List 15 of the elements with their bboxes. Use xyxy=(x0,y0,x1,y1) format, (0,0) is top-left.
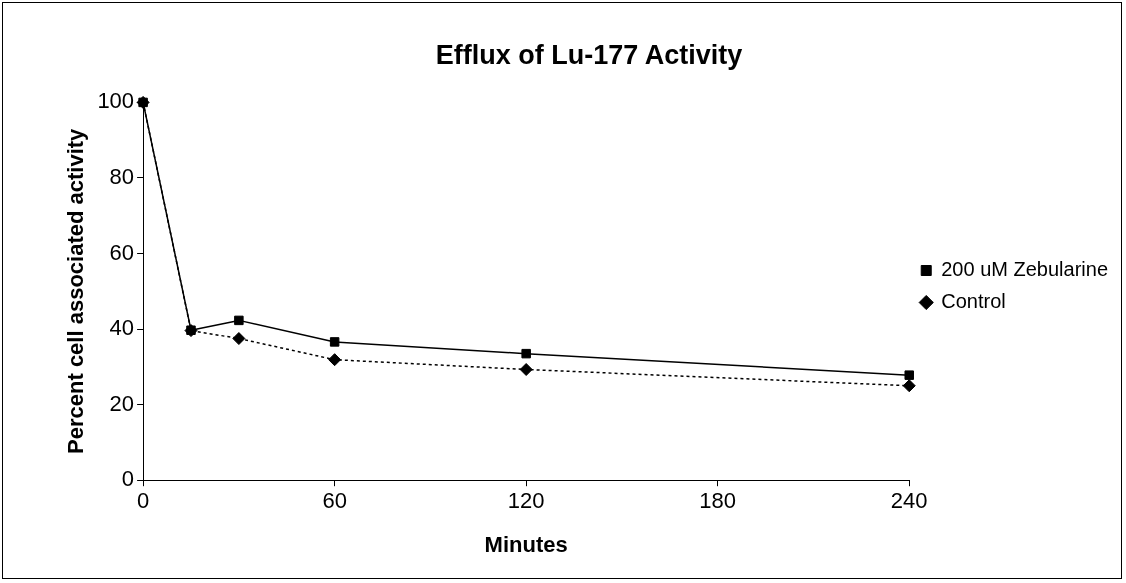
x-tick-label: 120 xyxy=(507,488,545,514)
legend-label: Control xyxy=(941,290,1006,313)
y-tick-label: 0 xyxy=(121,466,135,492)
chart-title: Efflux of Lu-177 Activity xyxy=(435,39,743,70)
x-tick-label: 240 xyxy=(890,488,928,514)
x-tick-label: 60 xyxy=(322,488,347,514)
x-axis-title: Minutes xyxy=(484,531,568,557)
y-tick-label: 100 xyxy=(97,88,135,114)
legend-label: 200 uM Zebularine xyxy=(941,258,1109,281)
x-tick-label: 180 xyxy=(699,488,737,514)
y-tick-label: 20 xyxy=(109,390,135,416)
y-axis-title: Percent cell associated activity xyxy=(63,127,89,454)
y-tick-label: 80 xyxy=(109,164,135,190)
y-tick-label: 40 xyxy=(109,315,135,341)
y-tick-label: 60 xyxy=(109,239,135,265)
